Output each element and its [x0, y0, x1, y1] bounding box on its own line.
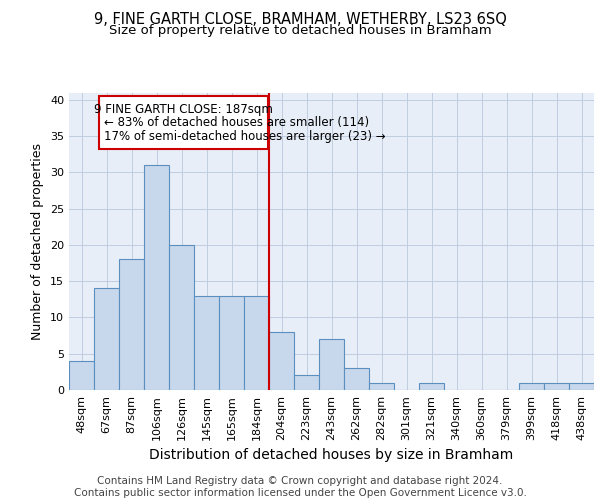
Bar [94, 288, 119, 390]
Bar [569, 382, 594, 390]
Text: Contains public sector information licensed under the Open Government Licence v3: Contains public sector information licen… [74, 488, 526, 498]
Bar [244, 296, 269, 390]
Text: 9, FINE GARTH CLOSE, BRAMHAM, WETHERBY, LS23 6SQ: 9, FINE GARTH CLOSE, BRAMHAM, WETHERBY, … [94, 12, 506, 28]
Text: ← 83% of detached houses are smaller (114): ← 83% of detached houses are smaller (11… [104, 116, 369, 130]
Bar [219, 296, 244, 390]
Bar [119, 260, 144, 390]
Bar [144, 165, 169, 390]
Bar [344, 368, 369, 390]
Text: Contains HM Land Registry data © Crown copyright and database right 2024.: Contains HM Land Registry data © Crown c… [97, 476, 503, 486]
Bar [369, 382, 394, 390]
Bar [319, 339, 344, 390]
Bar [544, 382, 569, 390]
Bar [294, 376, 319, 390]
FancyBboxPatch shape [99, 96, 268, 149]
Text: 9 FINE GARTH CLOSE: 187sqm: 9 FINE GARTH CLOSE: 187sqm [94, 104, 273, 117]
X-axis label: Distribution of detached houses by size in Bramham: Distribution of detached houses by size … [149, 448, 514, 462]
Bar [169, 245, 194, 390]
Text: 17% of semi-detached houses are larger (23) →: 17% of semi-detached houses are larger (… [104, 130, 386, 142]
Text: Size of property relative to detached houses in Bramham: Size of property relative to detached ho… [109, 24, 491, 37]
Bar [69, 361, 94, 390]
Bar [269, 332, 294, 390]
Bar [419, 382, 444, 390]
Y-axis label: Number of detached properties: Number of detached properties [31, 143, 44, 340]
Bar [519, 382, 544, 390]
Bar [194, 296, 219, 390]
